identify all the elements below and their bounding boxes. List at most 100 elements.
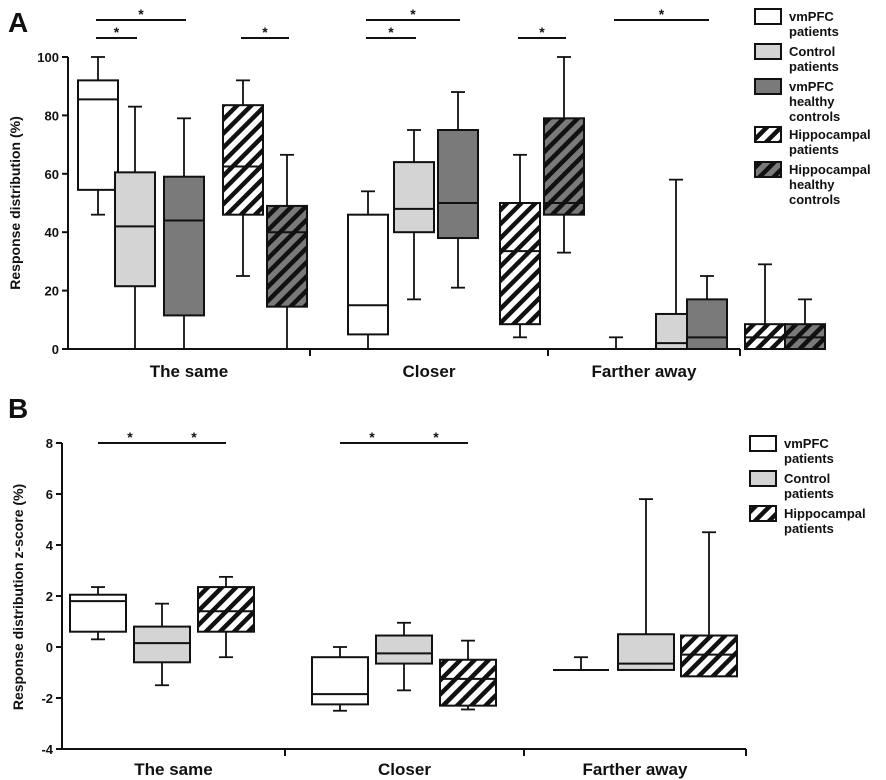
legend-swatch (754, 78, 782, 95)
legend-label: Control (784, 471, 830, 486)
legend-label: Hippocampal (789, 127, 871, 142)
box-plot (543, 56, 585, 254)
box-plot (393, 129, 435, 301)
panel-a: A 0 20 40 60 80 100 Response distribution (%) Th… (7, 6, 871, 381)
legend-label: controls (789, 192, 840, 207)
legend-swatch (749, 470, 777, 487)
panel-letter: B (8, 393, 28, 424)
box-iqr (375, 634, 433, 665)
panel-b: B -4 -2 0 2 4 6 8 Response distribution z-score … (8, 393, 866, 779)
legend-swatch (749, 505, 777, 522)
box-iqr (163, 175, 205, 317)
significance-star: * (127, 429, 133, 445)
box-plot (553, 656, 609, 671)
box-plot (311, 646, 369, 712)
legend-label: controls (789, 109, 840, 124)
box-plot (744, 263, 786, 350)
legend-label: patients (789, 24, 839, 39)
legend-label: patients (789, 142, 839, 157)
y-tick-label: -2 (41, 691, 53, 706)
y-tick-label: 4 (46, 538, 54, 553)
box-plot (222, 79, 264, 277)
legend-label: patients (784, 451, 834, 466)
box-iqr (133, 625, 191, 664)
box-plot (617, 498, 675, 671)
significance-star: * (433, 429, 439, 445)
significance-star: * (388, 24, 394, 40)
legend-label: patients (784, 486, 834, 501)
box-iqr (680, 634, 738, 678)
legend-label: patients (789, 59, 839, 74)
legend-label: vmPFC (789, 79, 834, 94)
y-tick-label: 60 (45, 167, 59, 182)
legend-label: patients (784, 521, 834, 536)
significance-star: * (369, 429, 375, 445)
significance-star: * (262, 24, 268, 40)
significance-star: * (410, 6, 416, 22)
x-category-label: The same (150, 362, 228, 381)
x-category-label: Farther away (592, 362, 697, 381)
legend-swatch (754, 161, 782, 178)
box-iqr (437, 129, 479, 240)
box-iqr (311, 656, 369, 706)
box-plot (197, 575, 255, 659)
legend: vmPFCpatientsControlpatientsHippocampalp… (749, 435, 866, 536)
y-axis-label: Response distribution (%) (7, 116, 23, 289)
box-plot (69, 586, 127, 641)
legend-label: vmPFC (784, 436, 829, 451)
box-plot (784, 298, 826, 350)
box-iqr (77, 79, 119, 191)
legend-swatch (749, 435, 777, 452)
box-plot (266, 153, 308, 350)
box-plot (499, 153, 541, 339)
box-iqr (686, 298, 728, 350)
y-tick-label: 80 (45, 108, 59, 123)
box-plot (686, 275, 728, 350)
y-tick-label: 6 (46, 487, 53, 502)
box-iqr (439, 658, 497, 707)
significance-star: * (191, 429, 197, 445)
y-tick-label: 100 (37, 50, 59, 65)
box-plot (133, 602, 191, 687)
box-plot (77, 56, 119, 216)
box-iqr (114, 171, 156, 288)
box-plot (680, 531, 738, 678)
box-iqr (499, 202, 541, 326)
significance-star: * (539, 24, 545, 40)
y-tick-label: 8 (46, 436, 53, 451)
legend-label: healthy (789, 94, 835, 109)
x-category-label: The same (134, 760, 212, 779)
box-iqr (393, 161, 435, 234)
legend-label: Hippocampal (784, 506, 866, 521)
y-tick-label: 2 (46, 589, 53, 604)
y-tick-label: -4 (41, 742, 53, 757)
y-axis-label: Response distribution z-score (%) (10, 484, 26, 710)
y-tick-label: 0 (46, 640, 53, 655)
box-iqr (222, 104, 264, 216)
box-plot (439, 639, 497, 711)
y-tick-label: 0 (52, 342, 59, 357)
box-plot (163, 117, 205, 350)
legend-swatch (754, 8, 782, 25)
box-plot (114, 105, 156, 350)
box-iqr (347, 213, 389, 336)
box-iqr (617, 633, 675, 671)
box-plot (375, 621, 433, 692)
legend: vmPFCpatientsControlpatientsvmPFChealthy… (754, 8, 871, 207)
box-iqr (543, 117, 585, 216)
y-tick-label: 20 (45, 284, 59, 299)
legend-swatch (754, 126, 782, 143)
significance-star: * (114, 24, 120, 40)
y-tick-label: 40 (45, 225, 59, 240)
legend-swatch (754, 43, 782, 60)
legend-label: Control (789, 44, 835, 59)
box-iqr (197, 586, 255, 633)
legend-label: healthy (789, 177, 835, 192)
significance-star: * (659, 6, 665, 22)
box-plot (596, 336, 636, 350)
box-plot (347, 190, 389, 350)
panel-letter: A (8, 7, 28, 38)
x-category-label: Farther away (583, 760, 688, 779)
legend-label: vmPFC (789, 9, 834, 24)
